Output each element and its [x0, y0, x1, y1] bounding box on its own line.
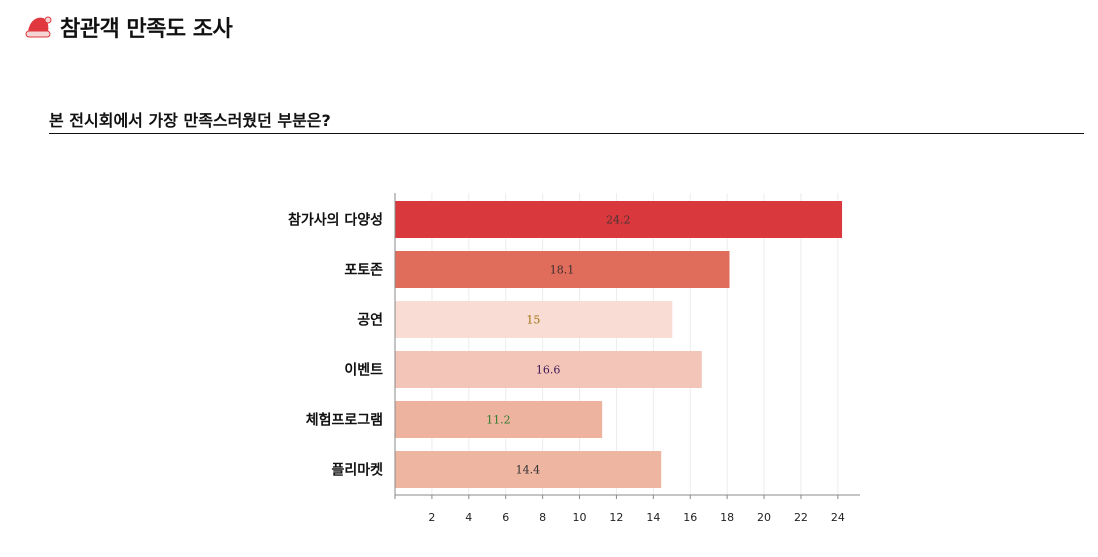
bar	[395, 201, 843, 238]
x-tick-label: 2	[428, 511, 435, 524]
x-tick-label: 4	[465, 511, 472, 524]
page-header: 참관객 만족도 조사	[24, 10, 233, 44]
bar	[395, 251, 730, 288]
question-heading: 본 전시회에서 가장 만족스러웠던 부분은?	[49, 111, 331, 130]
x-tick-label: 18	[720, 511, 734, 524]
heading-divider	[49, 133, 1084, 134]
x-tick-label: 20	[757, 511, 771, 524]
category-label: 참가사의 다양성	[288, 212, 383, 229]
bar	[395, 401, 603, 438]
category-label: 체험프로그램	[306, 412, 383, 429]
x-tick-label: 16	[683, 511, 697, 524]
bar-value-label: 14.4	[516, 464, 541, 477]
bar-value-label: 18.1	[550, 264, 575, 277]
category-label: 공연	[357, 313, 383, 329]
x-tick-label: 14	[646, 511, 660, 524]
category-label: 포토존	[344, 263, 383, 279]
x-tick-label: 24	[831, 511, 845, 524]
bar-value-label: 15	[526, 314, 540, 327]
bar-value-label: 11.2	[486, 414, 511, 427]
bar	[395, 301, 673, 338]
x-tick-label: 6	[502, 511, 509, 524]
bar	[395, 351, 702, 388]
x-tick-label: 12	[609, 511, 623, 524]
santa-hat-icon	[25, 16, 52, 38]
x-tick-label: 22	[794, 511, 808, 524]
bars	[395, 201, 843, 488]
axes	[394, 193, 860, 499]
x-tick-label: 8	[539, 511, 546, 524]
bar-value-label: 16.6	[536, 364, 561, 377]
category-label: 플리마켓	[331, 462, 383, 479]
x-tick-label: 10	[573, 511, 587, 524]
bar	[395, 451, 662, 488]
category-label: 이벤트	[344, 362, 383, 379]
bar-value-label: 24.2	[606, 214, 631, 227]
page-title: 참관객 만족도 조사	[60, 17, 233, 42]
grid-lines	[431, 193, 839, 495]
